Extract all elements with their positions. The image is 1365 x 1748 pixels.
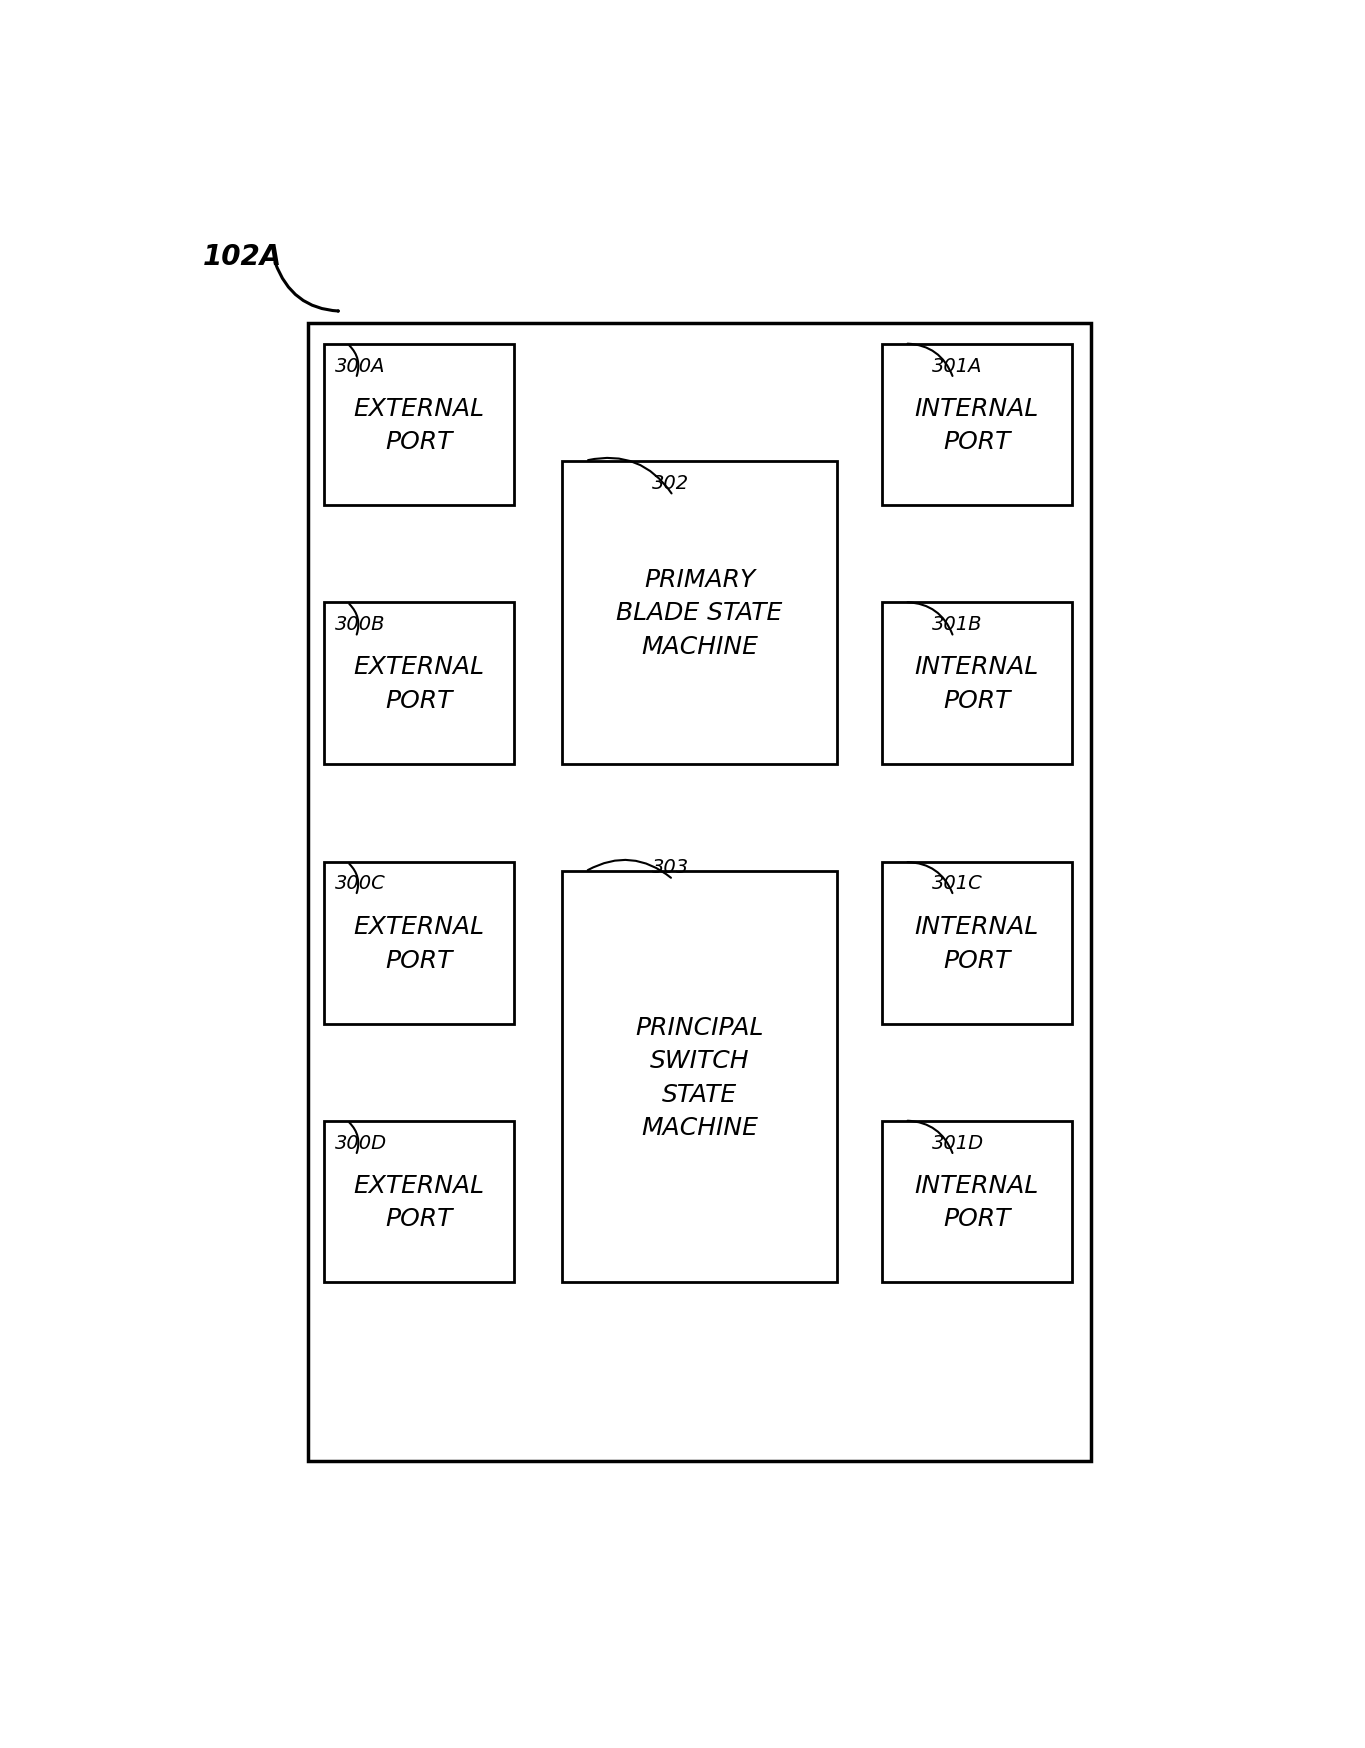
Text: PRIMARY
BLADE STATE
MACHINE: PRIMARY BLADE STATE MACHINE [617,568,782,659]
Bar [562,461,837,764]
Text: 300D: 300D [334,1133,386,1152]
Text: 301D: 301D [932,1133,984,1152]
Text: EXTERNAL
PORT: EXTERNAL PORT [354,914,485,972]
Bar [882,603,1072,764]
Text: INTERNAL
PORT: INTERNAL PORT [915,914,1039,972]
Bar [324,862,515,1024]
Bar [882,344,1072,505]
Text: PRINCIPAL
SWITCH
STATE
MACHINE: PRINCIPAL SWITCH STATE MACHINE [635,1016,764,1140]
Bar [324,1120,515,1283]
Text: 300C: 300C [334,874,385,891]
Bar [882,1120,1072,1283]
Text: 301A: 301A [932,357,983,376]
Text: EXTERNAL
PORT: EXTERNAL PORT [354,397,485,454]
Text: EXTERNAL
PORT: EXTERNAL PORT [354,1173,485,1231]
Text: EXTERNAL
PORT: EXTERNAL PORT [354,656,485,711]
Text: 301B: 301B [932,615,983,635]
Text: 302: 302 [652,474,689,493]
Text: 303: 303 [652,857,689,876]
Bar [308,323,1091,1461]
Text: 102A: 102A [202,243,281,271]
Bar [562,872,837,1283]
Text: INTERNAL
PORT: INTERNAL PORT [915,397,1039,454]
Bar [324,344,515,505]
Text: INTERNAL
PORT: INTERNAL PORT [915,1173,1039,1231]
Text: 300B: 300B [334,615,385,635]
Bar [882,862,1072,1024]
Bar [324,603,515,764]
Text: INTERNAL
PORT: INTERNAL PORT [915,656,1039,711]
Text: 301C: 301C [932,874,983,891]
Text: 300A: 300A [334,357,385,376]
